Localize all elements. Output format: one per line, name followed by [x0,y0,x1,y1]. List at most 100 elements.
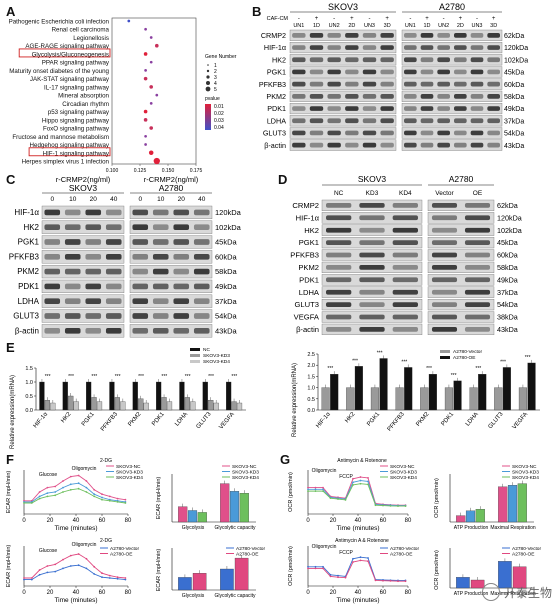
series-point [389,505,392,507]
term-highlight-box [18,48,111,58]
blot-skov3-band [359,289,385,295]
blot-skov3-band [64,327,81,334]
legend-color-label: 0.03 [214,118,224,124]
y-axis-title: OCR (pmol/min) [434,550,440,590]
blot-a2780-band [437,69,450,75]
enrichment-dot [155,93,159,97]
protein-label: PGK1 [267,68,286,77]
bar [44,400,50,411]
blot-a2780-band [437,57,450,63]
blot-a2780-band [487,69,500,75]
blot-a2780-band [464,314,491,320]
blot-a2780-band [470,130,484,136]
category-label: PGK1 [366,411,381,428]
blot-a2780-band [454,81,467,87]
y-axis-title: OCR (pmol/min) [434,478,440,518]
blot-skov3-band [392,203,418,208]
protein-label: PFKFB3 [290,251,319,260]
blot-a2780-band [132,327,149,334]
mrna-bar-charts: 0.0 0.5 1.0 1.5 *** HIF-1α *** HK2 *** PGK1 *** PFK… [10,347,540,449]
legend-color-title: pvalue [205,96,220,102]
series-point [374,504,377,507]
enrichment-dot [149,36,153,39]
protein-label: PFKFB3 [9,252,40,261]
x-tick-label: 0 [306,518,310,524]
dose-label: 0 [138,196,142,203]
significance-mark: *** [327,366,333,372]
size-label: 62kDa [504,33,524,40]
blot-skov3-band [292,106,306,111]
watermark: 开泰生物 [481,583,552,601]
x-tick-label: 60 [380,518,387,524]
blot-a2780-band [132,313,149,319]
x-tick-label: 80 [125,518,132,524]
bar [453,380,462,411]
blot-a2780-band [173,224,190,231]
blot-skov3-band [105,313,122,319]
blot-skov3-membrane [41,279,125,294]
blot-skov3-band [380,118,394,124]
series-point [101,496,103,499]
blot-a2780-membrane [129,205,213,220]
blot-a2780-band [437,142,450,148]
bar [132,381,138,411]
series-line [24,482,126,503]
series-point [93,495,96,498]
bar [138,398,144,411]
blot-skov3-band [359,203,385,208]
blot-skov3-band [327,45,341,50]
dose-label: 10 [69,196,77,203]
blot-a2780-band [454,32,467,38]
x-tick-label: 60 [99,590,106,596]
blot-a2780-band [420,32,434,38]
x-tick-label: 60 [99,518,106,524]
bar [213,402,219,411]
blot-skov3-band [326,314,352,320]
blot-a2780-band [454,69,467,75]
blot-skov3-band [392,240,418,245]
size-label: 45kDa [215,238,238,247]
category-label: Glycolytic capacity [214,525,256,531]
blot-skov3-band [326,289,352,295]
category-label: HIF-1α [315,411,332,429]
series-point [93,565,96,568]
series-point [397,580,399,583]
category-label: ATP Production [454,591,489,597]
blot-skov3-band [327,69,341,75]
dose-label: 20 [90,196,98,203]
blot-skov3-band [64,313,81,319]
legend-size-label: 2 [214,69,217,75]
cell-line-label: SKOV3 [358,174,387,184]
blot-skov3-band [326,277,352,283]
series-point [329,573,332,576]
bar [469,387,478,411]
blot-skov3-band [380,142,394,148]
protein-label: HIF-1α [14,208,39,217]
series-point [404,505,407,507]
protein-label: LDHA [267,116,286,125]
blot-a2780-membrane [401,78,503,90]
protein-label: β-actin [15,326,39,335]
legend-label: A2780-OE [236,552,258,558]
enrichment-dot [148,150,154,156]
lane-label: 1D [423,23,430,29]
blot-a2780-band [420,130,434,136]
lane-label: UN3 [471,23,482,29]
panel-f: F 0 20 40 60 80 Glucose Oligomycin 2-DG ECAR (mp… [0,452,278,607]
series-point [367,477,369,479]
blot-a2780-band [487,57,500,63]
blot-a2780-membrane [427,323,495,336]
x-axis-title: Time (minutes) [54,597,97,604]
blot-skov3-membrane [289,66,397,78]
protein-label: VEGFA [294,313,320,322]
blot-skov3-band [64,239,81,245]
blot-a2780-band [464,289,491,295]
series-point [367,483,369,486]
bar [494,387,503,411]
blot-a2780-band [193,224,210,231]
blot-a2780-band [420,118,434,124]
legend-size-dot [206,75,210,79]
blot-a2780-band [404,57,417,63]
size-label: 37kDa [215,297,238,306]
blot-skov3-band [392,302,418,307]
